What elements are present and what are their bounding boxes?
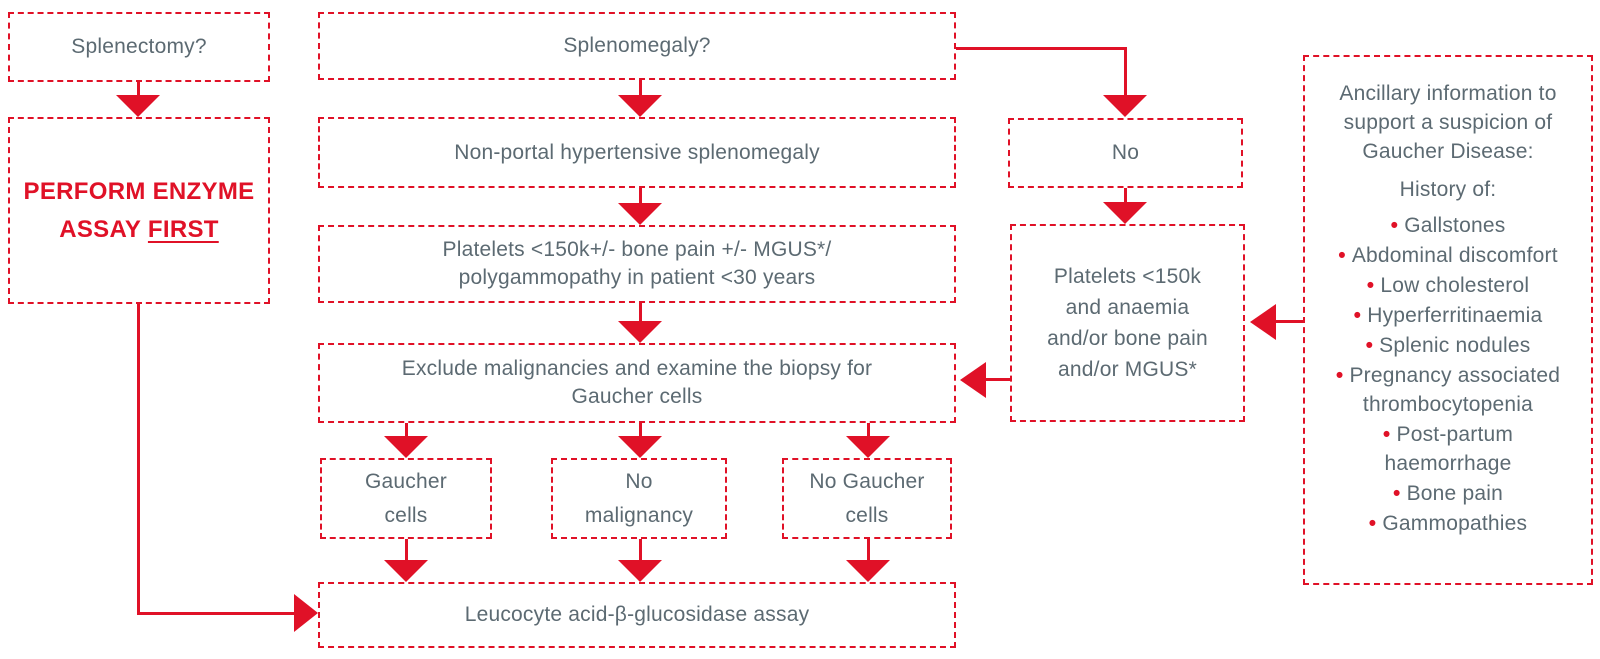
arrow-down-icon bbox=[116, 95, 160, 117]
list-item: Abdominal discomfort bbox=[1313, 241, 1583, 270]
ancillary-subheading: History of: bbox=[1399, 178, 1497, 201]
arrow-left-icon bbox=[960, 361, 986, 398]
arrow-nogaucher-to-assay-stem bbox=[866, 539, 870, 561]
connector-ancillary-to-platelets bbox=[1274, 320, 1303, 323]
list-item: Low cholesterol bbox=[1313, 271, 1583, 300]
perform-enzyme-text: PERFORM ENZYME ASSAY FIRST bbox=[24, 173, 255, 249]
node-platelets-anaemia-criteria: Platelets <150k and anaemia and/or bone … bbox=[1010, 224, 1245, 422]
node-splenomegaly-label: Splenomegaly? bbox=[563, 34, 711, 57]
arrow-exclude-to-gaucher-stem bbox=[404, 423, 408, 437]
arrow-down-icon bbox=[618, 436, 662, 458]
node-no-label: No bbox=[1111, 141, 1140, 164]
list-item: Hyperferritinaemia bbox=[1313, 301, 1583, 330]
list-item: Splenic nodules bbox=[1313, 331, 1583, 360]
arrow-platelets-to-exclude-stem bbox=[638, 303, 642, 323]
connector-platelets-to-exclude bbox=[984, 378, 1010, 381]
node-perform-enzyme-assay: PERFORM ENZYME ASSAY FIRST bbox=[8, 117, 270, 304]
perform-enzyme-line2: ASSAY FIRST bbox=[59, 215, 219, 243]
list-item: Pregnancy associated thrombocytopenia bbox=[1326, 361, 1571, 419]
platelets-criteria-line1: Platelets <150k+/- bone pain +/- MGUS*/ bbox=[442, 238, 832, 261]
node-splenomegaly: Splenomegaly? bbox=[318, 12, 956, 80]
connector-splenomegaly-to-no-horizontal bbox=[956, 47, 1126, 50]
node-splenectomy-label: Splenectomy? bbox=[71, 35, 207, 58]
list-item: Gammopathies bbox=[1313, 509, 1583, 538]
arrow-exclude-to-nogaucher-stem bbox=[866, 423, 870, 437]
list-item: Post-partum haemorrhage bbox=[1368, 420, 1528, 478]
arrow-left-icon bbox=[1250, 303, 1276, 340]
connector-enzyme-to-assay-vertical bbox=[136, 304, 140, 613]
arrow-splenectomy-to-enzyme-stem bbox=[136, 82, 140, 98]
connector-splenomegaly-to-no-vertical bbox=[1123, 47, 1127, 97]
perform-enzyme-line1: PERFORM ENZYME bbox=[23, 177, 255, 205]
node-no-gaucher-cells: No Gaucher cells bbox=[782, 458, 952, 539]
node-gaucher-cells: Gaucher cells bbox=[320, 458, 492, 539]
list-item: Gallstones bbox=[1313, 211, 1583, 240]
platelets-criteria-line2: polygammopathy in patient <30 years bbox=[458, 266, 816, 289]
node-leucocyte-label: Leucocyte acid-β-glucosidase assay bbox=[464, 603, 810, 626]
node-non-portal-splenomegaly: Non-portal hypertensive splenomegaly bbox=[318, 117, 956, 188]
ancillary-heading: Ancillary information to support a suspi… bbox=[1339, 82, 1557, 163]
node-non-portal-label: Non-portal hypertensive splenomegaly bbox=[454, 140, 820, 164]
arrow-down-icon bbox=[618, 560, 662, 582]
arrow-down-icon bbox=[846, 560, 890, 582]
node-no: No bbox=[1008, 118, 1243, 188]
arrow-splenomegaly-to-nonportal-stem bbox=[638, 80, 642, 97]
arrow-down-icon bbox=[384, 436, 428, 458]
arrow-no-to-platelets-stem bbox=[1123, 188, 1127, 204]
arrow-down-icon bbox=[618, 95, 662, 117]
node-splenectomy: Splenectomy? bbox=[8, 12, 270, 82]
arrow-down-icon bbox=[846, 436, 890, 458]
arrow-nonportal-to-platelets-stem bbox=[638, 188, 642, 206]
panel-ancillary-info: Ancillary information to support a suspi… bbox=[1303, 55, 1593, 585]
connector-enzyme-to-assay-horizontal bbox=[136, 611, 295, 615]
node-exclude-malignancies: Exclude malignancies and examine the bio… bbox=[318, 343, 956, 423]
ancillary-bullet-list: Gallstones Abdominal discomfort Low chol… bbox=[1313, 210, 1583, 538]
arrow-right-icon bbox=[294, 594, 318, 632]
arrow-exclude-to-nomalignancy-stem bbox=[638, 423, 642, 437]
node-leucocyte-assay: Leucocyte acid-β-glucosidase assay bbox=[318, 582, 956, 648]
arrow-nomalignancy-to-assay-stem bbox=[638, 539, 642, 561]
node-no-malignancy: No malignancy bbox=[551, 458, 727, 539]
arrow-down-icon bbox=[618, 321, 662, 343]
node-platelets-criteria: Platelets <150k+/- bone pain +/- MGUS*/ … bbox=[318, 225, 956, 303]
arrow-down-icon bbox=[618, 203, 662, 225]
list-item: Bone pain bbox=[1313, 479, 1583, 508]
arrow-down-icon bbox=[1103, 202, 1147, 224]
exclude-line2: Gaucher cells bbox=[571, 385, 703, 408]
arrow-down-icon bbox=[384, 560, 428, 582]
arrow-down-icon bbox=[1103, 95, 1147, 117]
exclude-line1: Exclude malignancies and examine the bio… bbox=[401, 357, 873, 380]
arrow-gaucher-to-assay-stem bbox=[404, 539, 408, 561]
